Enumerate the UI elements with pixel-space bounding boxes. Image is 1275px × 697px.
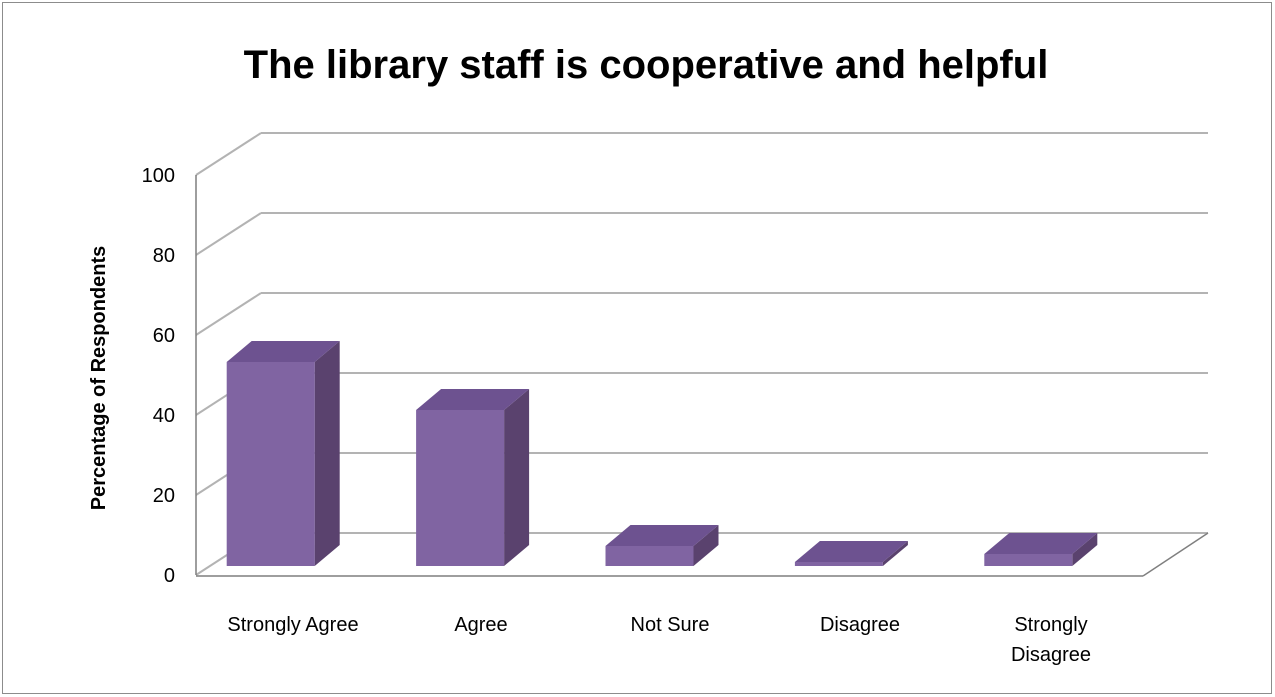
bar xyxy=(984,533,1098,566)
y-tick-label: 100 xyxy=(142,165,175,187)
x-tick-label: Not Sure xyxy=(631,614,710,636)
gridline-side xyxy=(195,212,262,256)
bar-side xyxy=(1072,533,1098,566)
x-tick-label: Strongly Agree xyxy=(227,614,358,636)
gridline-side xyxy=(195,292,262,336)
bar-top xyxy=(416,389,530,410)
y-tick-label: 0 xyxy=(164,565,175,587)
bar xyxy=(794,541,908,566)
bar-front xyxy=(984,554,1073,566)
bar xyxy=(226,341,340,566)
bar-chart: The library staff is cooperative and hel… xyxy=(88,43,1209,666)
x-tick-label: Strongly Disagree xyxy=(1011,614,1091,666)
x-tick-label: Disagree xyxy=(820,614,900,636)
y-axis-label: Percentage of Respondents xyxy=(88,246,110,511)
bar-side xyxy=(504,389,530,566)
bar-top xyxy=(226,341,340,362)
chart-title: The library staff is cooperative and hel… xyxy=(244,43,1049,87)
gridline-side xyxy=(195,132,262,176)
y-tick-label: 80 xyxy=(153,245,175,267)
bar-top xyxy=(605,525,719,546)
y-axis-ticks: 0 20 40 60 80 100 xyxy=(142,165,175,587)
bar-side xyxy=(882,541,908,566)
bar-front xyxy=(226,362,315,566)
floor-right-edge xyxy=(1142,532,1209,577)
x-axis-ticks: Strongly Agree Agree Not Sure Disagree Stron… xyxy=(227,614,1091,666)
bar-front xyxy=(794,562,883,566)
bar xyxy=(416,389,530,566)
gridlines xyxy=(195,132,1209,577)
bar-side xyxy=(314,341,340,566)
x-tick-label: Agree xyxy=(454,614,507,636)
bar xyxy=(605,525,719,566)
bar-front xyxy=(605,546,694,566)
bar-top xyxy=(794,541,908,562)
bars xyxy=(226,341,1098,566)
y-tick-label: 40 xyxy=(153,405,175,427)
bar-side xyxy=(693,525,719,566)
bar-top xyxy=(984,533,1098,554)
y-tick-label: 20 xyxy=(153,485,175,507)
bar-front xyxy=(416,410,505,566)
y-tick-label: 60 xyxy=(153,325,175,347)
